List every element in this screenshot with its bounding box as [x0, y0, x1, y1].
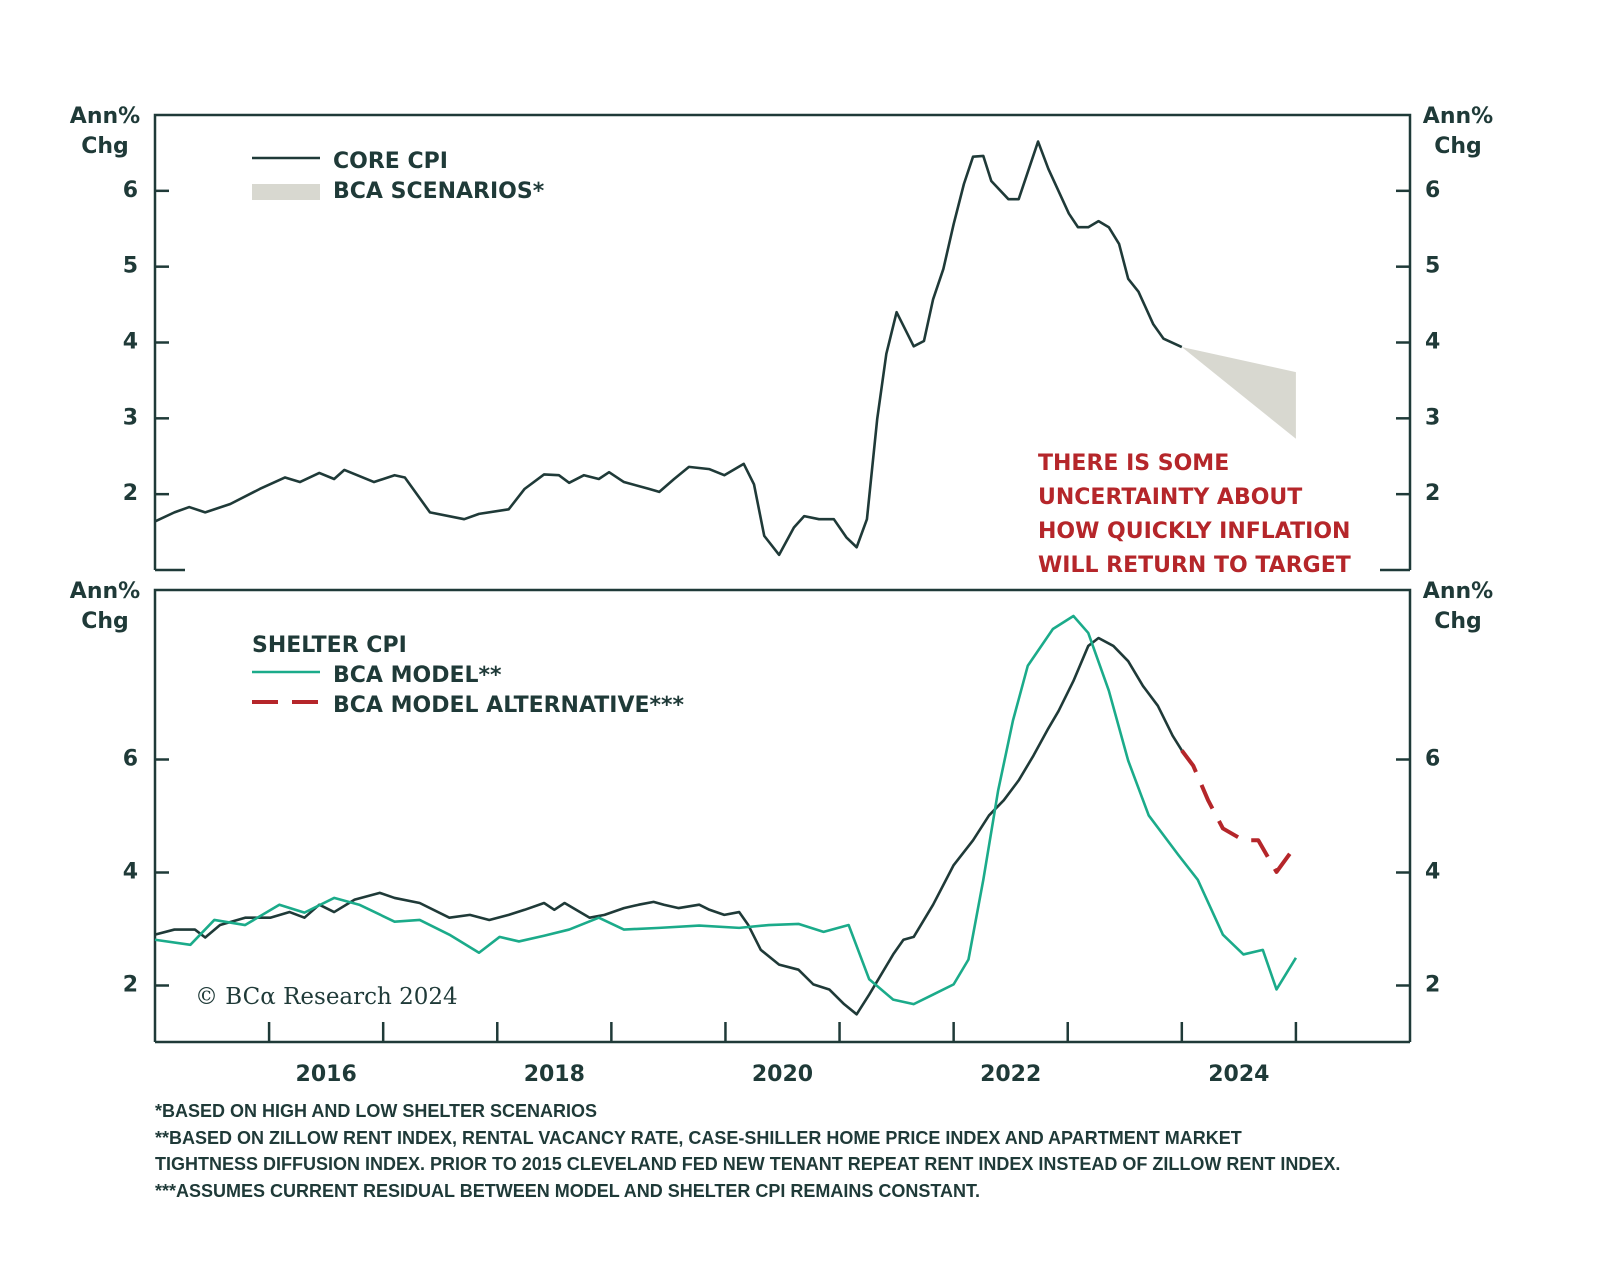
- y2-tick-label: 2: [1425, 973, 1440, 998]
- y-axis-label: Ann%: [70, 579, 140, 604]
- legend-label: SHELTER CPI: [252, 633, 407, 658]
- x-tick-label: 2022: [980, 1062, 1041, 1087]
- y-axis-label: Chg: [81, 134, 129, 159]
- footnote: ***ASSUMES CURRENT RESIDUAL BETWEEN MODE…: [155, 1181, 980, 1201]
- y-tick-label: 5: [123, 254, 138, 279]
- y2-tick-label: 5: [1425, 254, 1440, 279]
- annotation: THERE IS SOME: [1038, 451, 1229, 476]
- frame: [153, 588, 1412, 1042]
- y2-tick-label: 6: [1425, 747, 1440, 772]
- y-tick-label: 3: [123, 405, 138, 430]
- y-tick-label: 2: [123, 973, 138, 998]
- y-tick-label: 4: [123, 860, 138, 885]
- legend-label: BCA MODEL**: [333, 663, 502, 688]
- scenario-band: [1181, 347, 1296, 439]
- x-tick-label: 2016: [296, 1062, 357, 1087]
- y2-axis-label: Ann%: [1423, 579, 1493, 604]
- series-line: [154, 140, 1183, 557]
- y2-tick-label: 4: [1425, 860, 1440, 885]
- footnote: TIGHTNESS DIFFUSION INDEX. PRIOR TO 2015…: [155, 1154, 1340, 1174]
- y2-tick-label: 2: [1425, 481, 1440, 506]
- y-axis-label: Chg: [81, 609, 129, 634]
- annotation: UNCERTAINTY ABOUT: [1038, 485, 1302, 510]
- x-tick-label: 2020: [752, 1062, 813, 1087]
- legend-label: BCA MODEL ALTERNATIVE***: [333, 693, 685, 718]
- footnote: *BASED ON HIGH AND LOW SHELTER SCENARIOS: [155, 1101, 597, 1121]
- legend-label: CORE CPI: [333, 149, 448, 174]
- annotation: HOW QUICKLY INFLATION: [1038, 519, 1350, 544]
- y-tick-label: 6: [123, 747, 138, 772]
- legend-swatch: [252, 184, 320, 200]
- y2-tick-label: 3: [1425, 405, 1440, 430]
- legend-label: BCA SCENARIOS*: [333, 179, 545, 204]
- x-tick-label: 2018: [524, 1062, 585, 1087]
- y2-axis-label: Chg: [1434, 609, 1482, 634]
- y-tick-label: 6: [123, 178, 138, 203]
- x-tick-label: 2024: [1208, 1062, 1269, 1087]
- y2-tick-label: 6: [1425, 178, 1440, 203]
- y2-axis-label: Chg: [1434, 134, 1482, 159]
- y-tick-label: 2: [123, 481, 138, 506]
- series-line: [1180, 749, 1298, 874]
- y2-tick-label: 4: [1425, 330, 1440, 355]
- annotation: WILL RETURN TO TARGET: [1038, 553, 1351, 578]
- series-line: [154, 636, 1183, 1016]
- y2-axis-label: Ann%: [1423, 104, 1493, 129]
- y-tick-label: 4: [123, 330, 138, 355]
- series-line: [154, 614, 1298, 1006]
- copyright: © BCα Research 2024: [195, 984, 458, 1010]
- y-axis-label: Ann%: [70, 104, 140, 129]
- footnote: **BASED ON ZILLOW RENT INDEX, RENTAL VAC…: [155, 1128, 1242, 1148]
